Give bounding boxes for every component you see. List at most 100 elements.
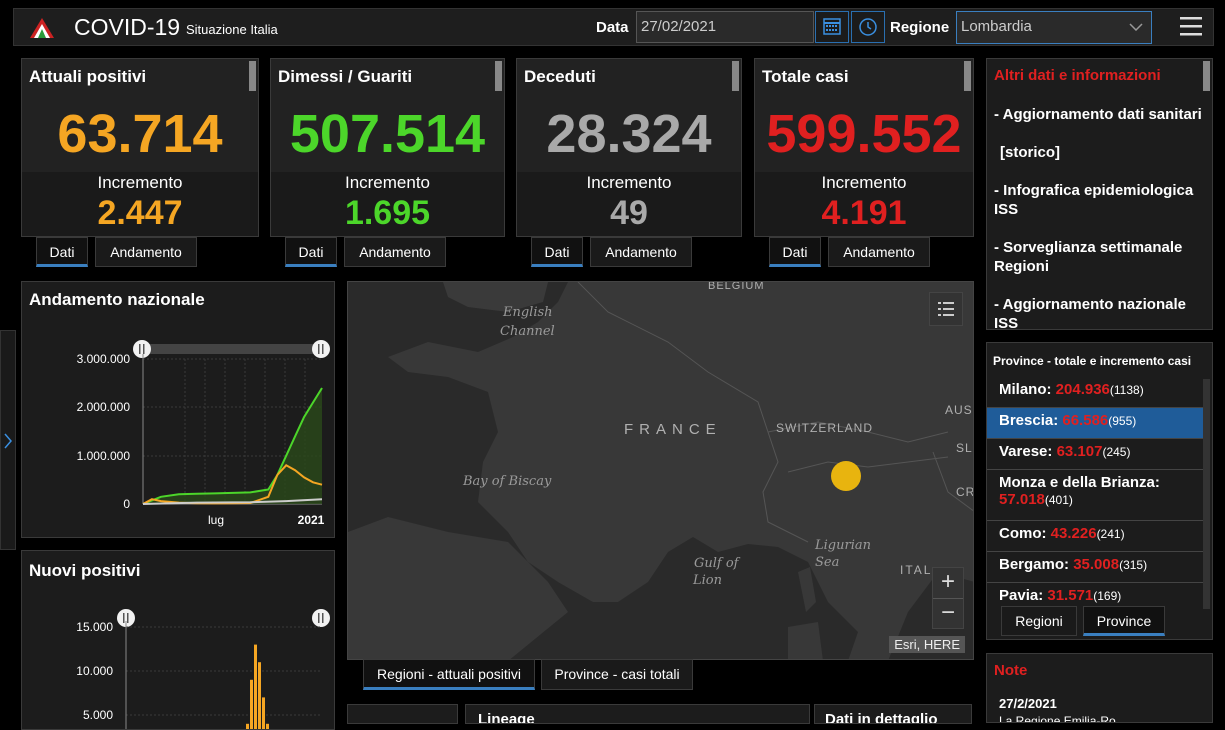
province-total: 35.008	[1073, 556, 1120, 573]
map-label-sea: Sea	[815, 555, 839, 570]
range-slider-handle[interactable]	[312, 340, 330, 358]
province-row[interactable]: Milano: 204.936(1138)	[987, 377, 1207, 408]
province-row[interactable]: Brescia: 66.586(955)	[987, 408, 1207, 439]
card-increment-area: Incremento 1.695	[271, 172, 504, 236]
tab-province[interactable]: Province	[1083, 606, 1165, 636]
province-increment: (955)	[1108, 414, 1137, 428]
increment-label: Incremento	[821, 173, 907, 192]
lombardia-marker[interactable]	[831, 461, 861, 491]
tab-dati-totale-casi[interactable]: Dati	[769, 237, 821, 267]
province-total: 43.226	[1050, 525, 1097, 542]
info-scrollbar[interactable]	[1203, 61, 1210, 91]
note-title: Note	[994, 662, 1028, 679]
y-tick-label: 10.000	[76, 664, 113, 678]
province-row[interactable]: Bergamo: 35.008(315)	[987, 552, 1207, 583]
chevron-right-icon	[4, 433, 12, 449]
info-link-aggiornamento[interactable]: - Aggiornamento dati sanitari	[994, 106, 1202, 123]
handle-grip	[139, 344, 141, 354]
bar	[246, 723, 249, 729]
bottom-logo-panel	[347, 704, 458, 724]
province-increment: (169)	[1093, 589, 1122, 603]
y-tick-label: 3.000.000	[77, 352, 131, 366]
app-subtitle: Situazione Italia	[186, 22, 278, 37]
map-view[interactable]: BELGIUM English Channel FRANCE SWITZERLA…	[347, 281, 974, 660]
handle-grip	[123, 613, 125, 623]
stat-card-deceduti: Deceduti 28.324 Incremento 49	[516, 58, 742, 237]
date-label: Data	[596, 19, 629, 36]
iberia-land	[348, 517, 568, 659]
province-increment: (241)	[1096, 527, 1125, 541]
series-line	[142, 498, 323, 505]
handle-grip	[322, 344, 324, 354]
stat-card-attuali-positivi: Attuali positivi 63.714 Incremento 2.447	[21, 58, 259, 237]
zoom-in-button[interactable]: +	[933, 568, 963, 599]
region-select[interactable]: Lombardia	[956, 11, 1152, 44]
province-row[interactable]: Pavia: 31.571(169)	[987, 583, 1207, 609]
card-value: 599.552	[766, 104, 962, 164]
y-tick-label: 15.000	[76, 620, 113, 634]
map-label-ligurian: Ligurian	[814, 538, 871, 553]
info-link-sorveglianza[interactable]: - Sorveglianza settimanale Regioni	[994, 239, 1183, 275]
date-input[interactable]: 27/02/2021	[636, 11, 814, 43]
y-tick-label: 0	[123, 497, 130, 511]
side-drawer-handle[interactable]	[0, 330, 16, 550]
info-link-iss[interactable]: - Aggiornamento nazionale ISS	[994, 296, 1186, 332]
tab-dati-deceduti[interactable]: Dati	[531, 237, 583, 267]
map-label-lion: Lion	[692, 573, 722, 588]
hamburger-menu-icon[interactable]	[1180, 15, 1202, 37]
map-attribution[interactable]: Esri, HERE	[889, 636, 965, 653]
tab-andamento-totale-casi[interactable]: Andamento	[828, 237, 930, 267]
region-label: Regione	[890, 19, 950, 36]
tab-andamento-deceduti[interactable]: Andamento	[590, 237, 692, 267]
tab-regioni[interactable]: Regioni	[1001, 606, 1077, 636]
range-slider-track[interactable]	[143, 344, 322, 354]
province-row[interactable]: Como: 43.226(241)	[987, 521, 1207, 552]
map-label-france: FRANCE	[624, 421, 722, 438]
map-label-biscay: Bay of Biscay	[462, 474, 552, 489]
legend-button[interactable]	[929, 292, 963, 326]
increment-label: Incremento	[97, 173, 183, 192]
card-value: 28.324	[546, 104, 712, 164]
card-scrollbar[interactable]	[495, 61, 502, 91]
nuovi-positivi-chart[interactable]: 15.000 10.000 5.000	[22, 551, 335, 730]
chart-title: Nuovi positivi	[29, 561, 141, 580]
tab-regioni-attuali-positivi[interactable]: Regioni - attuali positivi	[363, 659, 535, 690]
handle-grip	[127, 613, 129, 623]
range-slider-handle[interactable]	[312, 609, 330, 627]
province-name: Brescia:	[999, 412, 1059, 429]
lineage-panel: Lineage	[465, 704, 810, 724]
card-title: Dimessi / Guariti	[278, 67, 413, 86]
tab-dati-dimessi-guariti[interactable]: Dati	[285, 237, 337, 267]
range-slider-handle[interactable]	[117, 609, 135, 627]
dettaglio-panel: Dati in dettaglio	[814, 704, 972, 724]
calendar-button[interactable]	[815, 11, 849, 43]
app-header: COVID-19 Situazione Italia Data 27/02/20…	[13, 8, 1214, 46]
provinces-scrollbar[interactable]	[1203, 379, 1210, 609]
andamento-chart[interactable]: 3.000.000 2.000.000 1.000.000 0 lug 2021	[22, 282, 336, 539]
tab-andamento-dimessi-guariti[interactable]: Andamento	[344, 237, 446, 267]
time-button[interactable]	[851, 11, 885, 43]
tab-andamento-attuali-positivi[interactable]: Andamento	[95, 237, 197, 267]
bar	[250, 679, 253, 729]
zoom-out-button[interactable]: −	[940, 599, 955, 626]
x-tick-label: lug	[208, 513, 224, 527]
card-scrollbar[interactable]	[732, 61, 739, 91]
map-label-switzerland: SWITZERLAND	[776, 421, 873, 435]
province-increment: (1138)	[1109, 383, 1144, 397]
handle-grip	[322, 613, 324, 623]
sardinia-land	[788, 622, 823, 659]
card-scrollbar[interactable]	[964, 61, 971, 91]
range-slider-handle[interactable]	[133, 340, 151, 358]
info-link-storico[interactable]: [storico]	[1000, 144, 1060, 161]
increment-value: 49	[610, 194, 648, 232]
province-row[interactable]: Monza e della Brianza: 57.018(401)	[987, 470, 1207, 521]
tab-dati-attuali-positivi[interactable]: Dati	[36, 237, 88, 267]
tab-province-casi-totali[interactable]: Province - casi totali	[541, 659, 693, 690]
bar	[262, 697, 265, 729]
app-title: COVID-19	[74, 14, 181, 40]
province-row[interactable]: Varese: 63.107(245)	[987, 439, 1207, 470]
info-link-infografica[interactable]: - Infografica epidemiologica ISS	[994, 182, 1194, 218]
card-scrollbar[interactable]	[249, 61, 256, 91]
map-label-channel: Channel	[500, 324, 555, 339]
province-total: 31.571	[1047, 587, 1094, 604]
